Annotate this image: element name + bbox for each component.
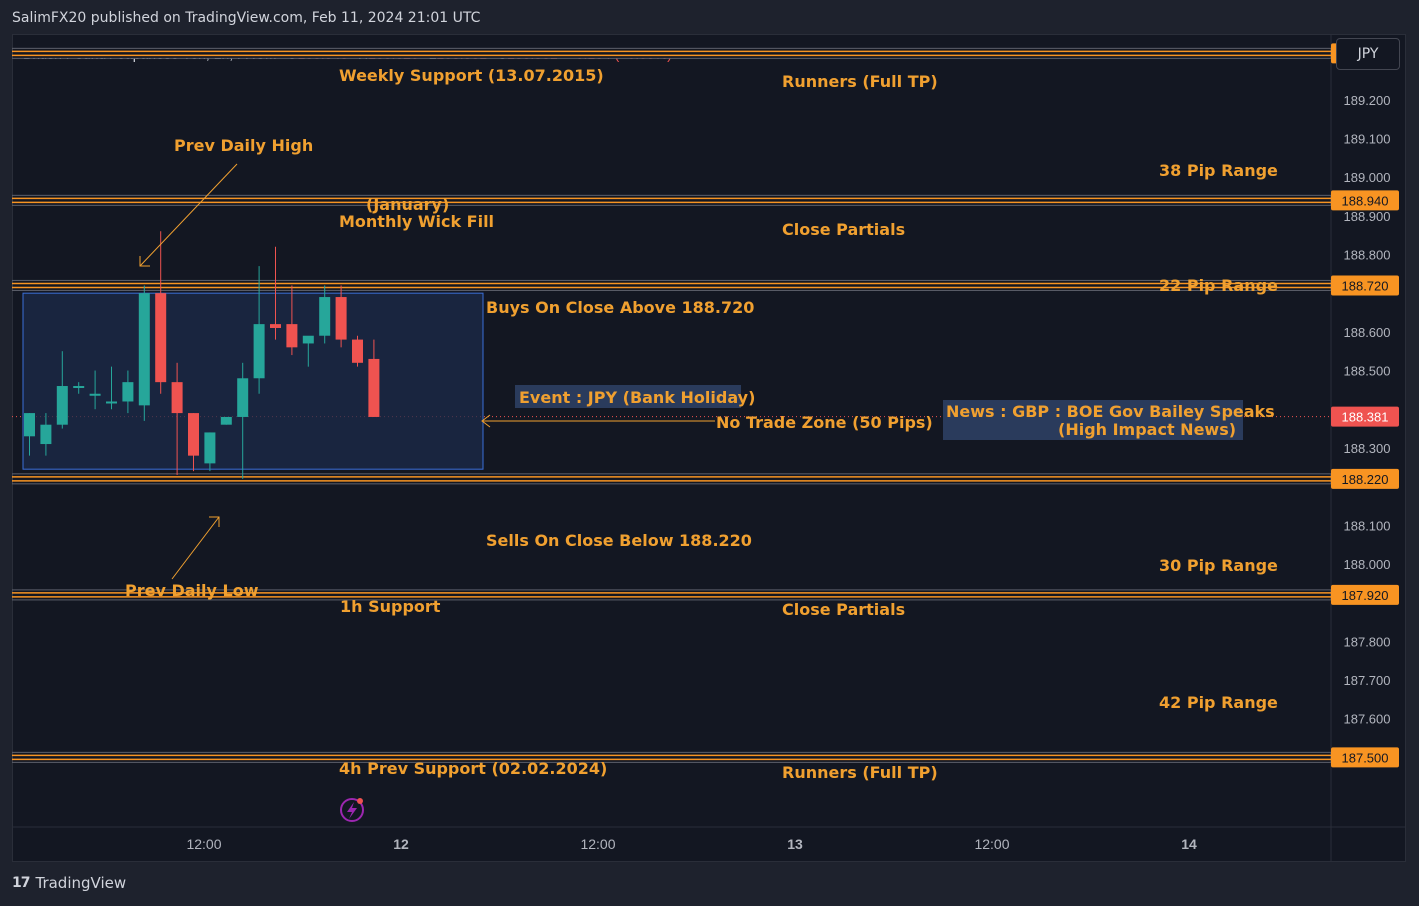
candle-body-13	[237, 378, 249, 417]
time-scale: 12:00 12 12:00 13 12:00 14	[186, 836, 1197, 852]
annotation-buys-on-close: Buys On Close Above 188.720	[486, 298, 754, 317]
annotation-close-partials-bottom: Close Partials	[782, 600, 905, 619]
level-price-label-2: 188.720	[1342, 278, 1389, 293]
candle-body-15	[270, 324, 281, 328]
candle-body-19	[335, 297, 347, 340]
no-trade-zone-rect	[22, 292, 484, 470]
price-tick-4: 188.800	[1344, 247, 1391, 262]
price-tick-11: 187.700	[1344, 673, 1391, 688]
level-band-3	[12, 473, 1332, 485]
current-price-badge	[1331, 406, 1399, 427]
annotation-runners-top: Runners (Full TP)	[782, 72, 938, 91]
level-price-label-4: 187.920	[1342, 588, 1389, 603]
price-tick-2: 189.000	[1344, 170, 1391, 185]
annotation-news-gbp: News : GBP : BOE Gov Bailey Speaks	[946, 402, 1275, 421]
annotation-monthly-wick-fill: Monthly Wick Fill	[339, 212, 494, 231]
candle-body-14	[253, 324, 265, 379]
event-label-box	[515, 385, 741, 408]
lightning-event-icon[interactable]	[340, 798, 364, 822]
price-tick-10: 187.800	[1344, 634, 1391, 649]
level-band-1	[12, 194, 1332, 206]
candle-body-1	[40, 424, 52, 445]
price-tick-12: 187.600	[1344, 712, 1391, 727]
level-price-badge-4	[1331, 584, 1399, 605]
level-price-badge-3	[1331, 468, 1399, 489]
level-price-label-1: 188.940	[1342, 193, 1389, 208]
level-price-badge-2	[1331, 275, 1399, 296]
candle-body-9	[171, 382, 183, 414]
time-tick-1: 12	[393, 836, 409, 852]
published-by-line: SalimFX20 published on TradingView.com, …	[12, 10, 481, 26]
chart-canvas[interactable]: British Pound / Japanese Yen, 1h, FXCM O…	[12, 34, 1406, 862]
annotation-1h-support: 1h Support	[340, 597, 441, 616]
candle-body-18	[319, 297, 331, 336]
price-scale: 189.200 189.100 189.000 188.900 188.800 188.6…	[1344, 93, 1391, 727]
candle-body-7	[138, 293, 150, 406]
candle-body-16	[286, 324, 298, 348]
annotation-january: (January)	[366, 195, 449, 214]
annotation-prev-daily-high: Prev Daily High	[174, 136, 313, 155]
candle-body-21	[368, 358, 380, 417]
price-tick-8: 188.100	[1344, 518, 1391, 533]
price-tick-9: 188.000	[1344, 557, 1391, 572]
candle-body-0	[24, 413, 35, 437]
annotation-runners-bottom: Runners (Full TP)	[782, 763, 938, 782]
candle-body-3	[73, 386, 85, 389]
price-tick-7: 188.300	[1344, 441, 1391, 456]
footer-brand: 17 TradingView	[12, 874, 126, 892]
prev-daily-high-arrow	[139, 163, 238, 267]
annotation-close-partials-top: Close Partials	[782, 220, 905, 239]
level-price-label-5: 187.500	[1342, 750, 1389, 765]
level-band-2	[12, 279, 1332, 291]
time-tick-0: 12:00	[186, 836, 221, 852]
tradingview-logo-icon: 17	[12, 875, 31, 891]
annotation-22-pip-range: 22 Pip Range	[1159, 276, 1278, 295]
candle-body-17	[302, 335, 314, 344]
candle-body-8	[155, 293, 167, 383]
annotation-4h-prev-support: 4h Prev Support (02.02.2024)	[339, 759, 607, 778]
annotation-weekly-support: Weekly Support (13.07.2015)	[339, 66, 604, 85]
currency-unit-button[interactable]: JPY	[1336, 38, 1400, 70]
annotation-sells-on-close: Sells On Close Below 188.220	[486, 531, 752, 550]
no-trade-zone	[22, 292, 484, 470]
price-tick-0: 189.200	[1344, 93, 1391, 108]
level-price-label-3: 188.220	[1342, 472, 1389, 487]
prev-daily-low-arrow	[171, 516, 220, 580]
level-band-5	[12, 751, 1332, 763]
candle-body-5	[106, 401, 117, 404]
candle-body-6	[122, 382, 134, 402]
candle-body-20	[352, 339, 363, 363]
footer-brand-name: TradingView	[35, 874, 127, 892]
price-tick-3: 188.900	[1344, 209, 1391, 224]
current-price-label: 188.381	[1342, 410, 1389, 425]
level-price-badge-5	[1331, 747, 1399, 768]
level-band-0	[12, 47, 1332, 59]
annotation-38-pip-range: 38 Pip Range	[1159, 161, 1278, 180]
candle-body-11	[204, 432, 216, 464]
candles	[24, 231, 380, 479]
annotation-30-pip-range: 30 Pip Range	[1159, 556, 1278, 575]
time-tick-3: 13	[787, 836, 803, 852]
annotation-prev-daily-low: Prev Daily Low	[125, 581, 259, 600]
annotation-high-impact: (High Impact News)	[1058, 420, 1236, 439]
no-trade-zone-arrow	[481, 414, 715, 428]
candle-body-4	[89, 393, 101, 396]
candle-body-2	[56, 386, 68, 425]
price-tick-6: 188.500	[1344, 364, 1391, 379]
level-price-badge-1	[1331, 190, 1399, 211]
news-label-box	[943, 400, 1243, 440]
time-tick-2: 12:00	[580, 836, 615, 852]
price-tick-1: 189.100	[1344, 131, 1391, 146]
annotations: Weekly Support (13.07.2015) Runners (Ful…	[125, 66, 1278, 782]
candle-body-10	[188, 413, 199, 456]
time-tick-4: 12:00	[974, 836, 1009, 852]
annotation-event-jpy: Event : JPY (Bank Holiday)	[519, 388, 755, 407]
price-tick-5: 188.600	[1344, 325, 1391, 340]
annotation-42-pip-range: 42 Pip Range	[1159, 693, 1278, 712]
annotation-no-trade-zone: No Trade Zone (50 Pips)	[716, 413, 933, 432]
candle-body-12	[220, 416, 232, 425]
time-tick-5: 14	[1181, 836, 1197, 852]
